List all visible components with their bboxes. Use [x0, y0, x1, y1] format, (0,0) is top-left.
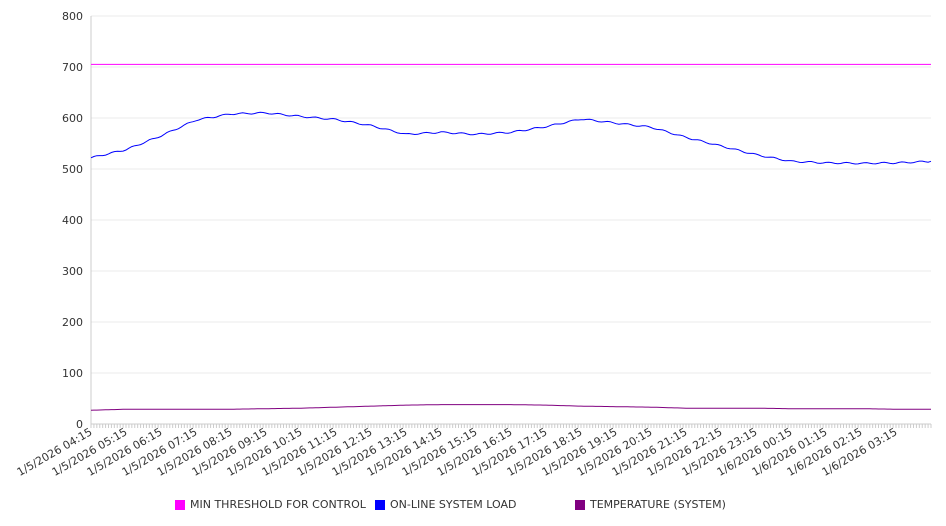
legend-item-temperature: TEMPERATURE (SYSTEM): [575, 498, 726, 511]
y-tick-label: 800: [62, 10, 83, 23]
y-tick-label: 500: [62, 163, 83, 176]
legend-swatch: [575, 499, 585, 510]
y-tick-label: 400: [62, 214, 83, 227]
series-line-on-line-system-load: [90, 111, 932, 165]
legend-label: TEMPERATURE (SYSTEM): [590, 498, 726, 511]
y-tick-label: 600: [62, 112, 83, 125]
legend-label: ON-LINE SYSTEM LOAD: [390, 498, 517, 511]
legend-swatch: [375, 499, 385, 510]
legend: MIN THRESHOLD FOR CONTROL ON-LINE SYSTEM…: [0, 498, 946, 514]
legend-item-threshold: MIN THRESHOLD FOR CONTROL: [175, 498, 366, 511]
legend-label: MIN THRESHOLD FOR CONTROL: [190, 498, 366, 511]
legend-item-load: ON-LINE SYSTEM LOAD: [375, 498, 516, 511]
y-tick-label: 0: [76, 418, 83, 431]
series-line-temperature-system-: [90, 404, 931, 411]
y-tick-label: 100: [62, 367, 83, 380]
legend-swatch: [175, 499, 185, 510]
y-tick-label: 200: [62, 316, 83, 329]
y-tick-label: 300: [62, 265, 83, 278]
y-tick-label: 700: [62, 61, 83, 74]
